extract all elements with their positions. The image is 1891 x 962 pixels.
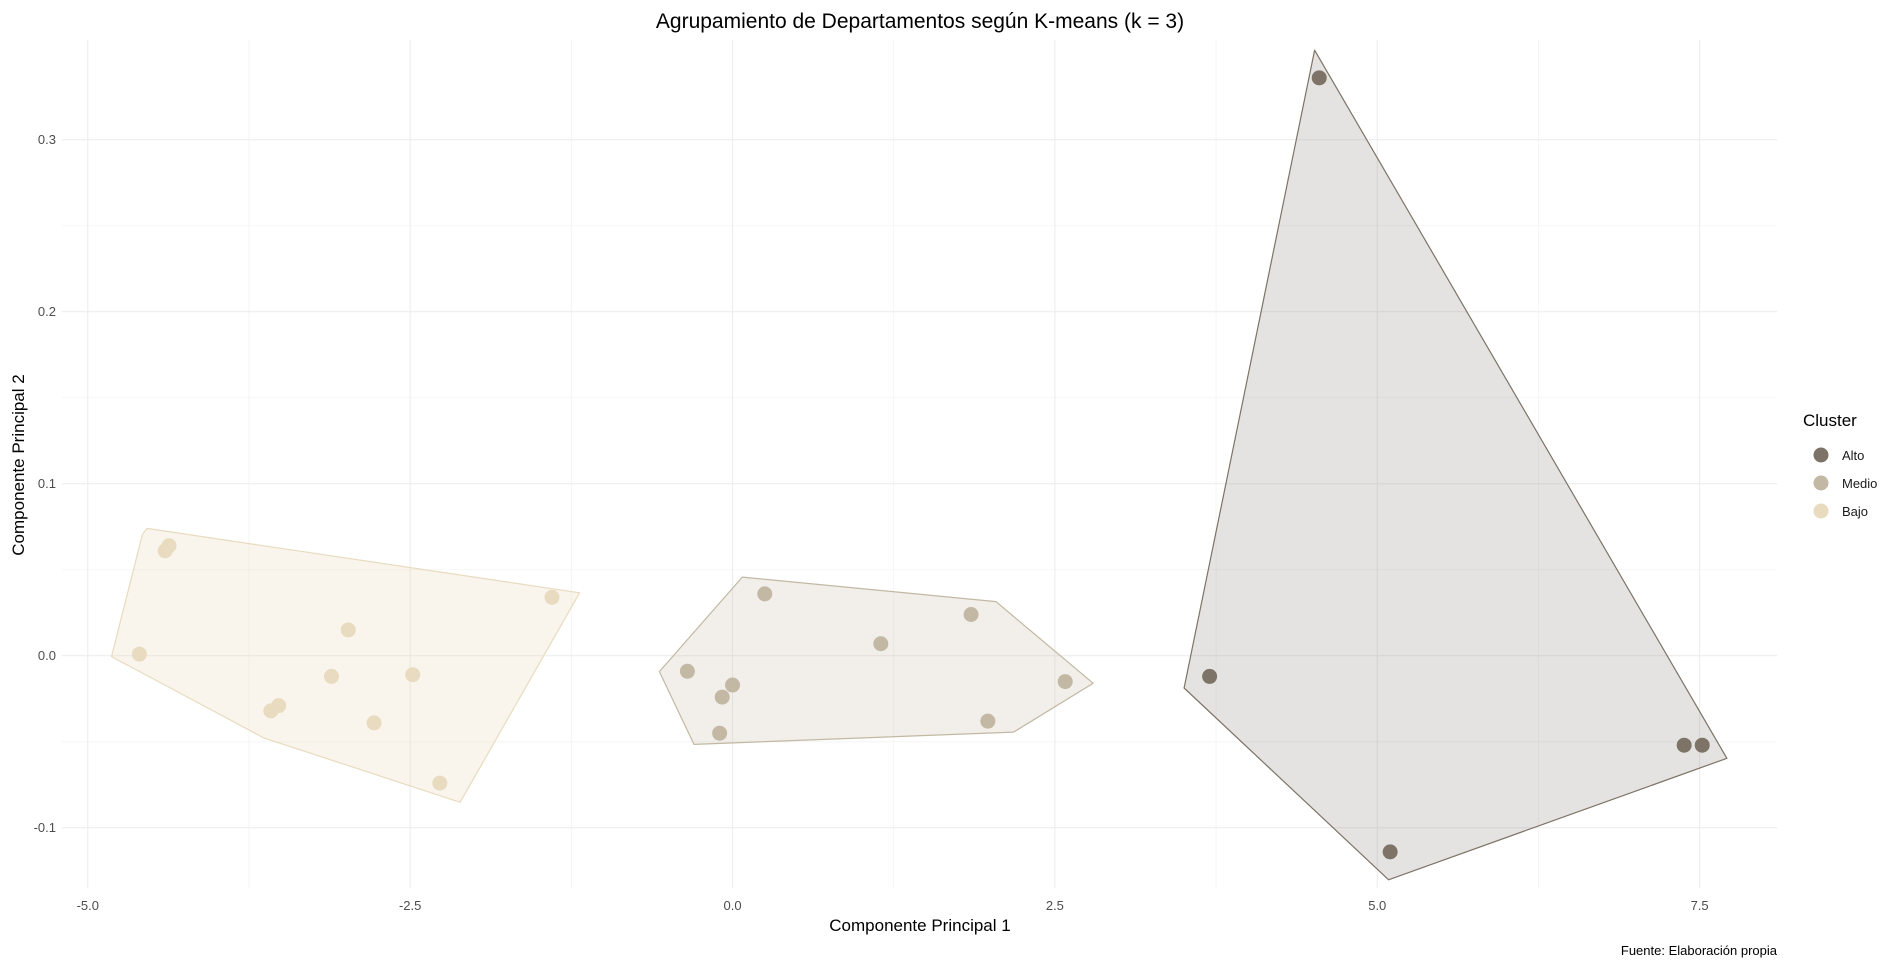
data-point-medio bbox=[712, 725, 728, 741]
caption: Fuente: Elaboración propia bbox=[1621, 943, 1778, 958]
data-point-bajo bbox=[263, 703, 279, 719]
data-point-medio bbox=[963, 607, 979, 623]
cluster-hull-alto bbox=[1183, 49, 1728, 881]
data-point-medio bbox=[757, 586, 773, 602]
data-point-bajo bbox=[131, 646, 147, 662]
cluster-hull-medio bbox=[658, 576, 1094, 745]
plot-grid bbox=[62, 40, 1777, 888]
y-axis-title: Componente Principal 2 bbox=[9, 374, 28, 555]
data-point-alto bbox=[1311, 70, 1327, 86]
data-point-bajo bbox=[157, 543, 173, 559]
x-axis-title: Componente Principal 1 bbox=[829, 916, 1010, 935]
data-point-bajo bbox=[366, 715, 382, 731]
data-point-medio bbox=[679, 663, 695, 679]
y-tick-label: 0.2 bbox=[38, 304, 56, 319]
x-tick-label: 7.5 bbox=[1691, 898, 1709, 913]
legend-label-medio: Medio bbox=[1842, 476, 1877, 491]
data-point-alto bbox=[1202, 668, 1218, 684]
x-tick-label: 5.0 bbox=[1368, 898, 1386, 913]
data-point-bajo bbox=[544, 589, 560, 605]
cluster-hull-bajo bbox=[110, 527, 581, 803]
cluster-hulls bbox=[110, 49, 1728, 881]
data-point-bajo bbox=[405, 667, 421, 683]
legend: Cluster Alto Medio Bajo bbox=[1803, 411, 1877, 519]
data-point-medio bbox=[725, 677, 741, 693]
data-point-alto bbox=[1694, 737, 1710, 753]
chart-title: Agrupamiento de Departamentos según K-me… bbox=[656, 10, 1184, 33]
legend-title: Cluster bbox=[1803, 411, 1857, 430]
data-point-alto bbox=[1382, 844, 1398, 860]
x-tick-label: 0.0 bbox=[723, 898, 741, 913]
y-tick-label: 0.0 bbox=[38, 648, 56, 663]
x-tick-label: -5.0 bbox=[77, 898, 99, 913]
data-point-alto bbox=[1676, 737, 1692, 753]
y-axis-ticks: -0.1 0.0 0.1 0.2 0.3 bbox=[34, 132, 56, 835]
data-point-bajo bbox=[324, 668, 339, 684]
data-points bbox=[131, 70, 1710, 860]
x-axis-ticks: -5.0 -2.5 0.0 2.5 5.0 7.5 bbox=[77, 898, 1709, 913]
legend-key-medio bbox=[1813, 475, 1829, 491]
y-tick-label: -0.1 bbox=[34, 820, 56, 835]
legend-label-bajo: Bajo bbox=[1842, 504, 1868, 519]
y-tick-label: 0.1 bbox=[38, 476, 56, 491]
data-point-medio bbox=[714, 689, 730, 705]
legend-key-alto bbox=[1813, 447, 1829, 463]
data-point-medio bbox=[873, 636, 889, 652]
data-point-bajo bbox=[340, 622, 356, 638]
data-point-medio bbox=[980, 713, 996, 729]
legend-label-alto: Alto bbox=[1842, 448, 1864, 463]
legend-key-bajo bbox=[1813, 503, 1829, 519]
x-tick-label: 2.5 bbox=[1046, 898, 1064, 913]
y-tick-label: 0.3 bbox=[38, 132, 56, 147]
x-tick-label: -2.5 bbox=[399, 898, 421, 913]
data-point-bajo bbox=[432, 775, 448, 791]
data-point-medio bbox=[1057, 674, 1073, 690]
